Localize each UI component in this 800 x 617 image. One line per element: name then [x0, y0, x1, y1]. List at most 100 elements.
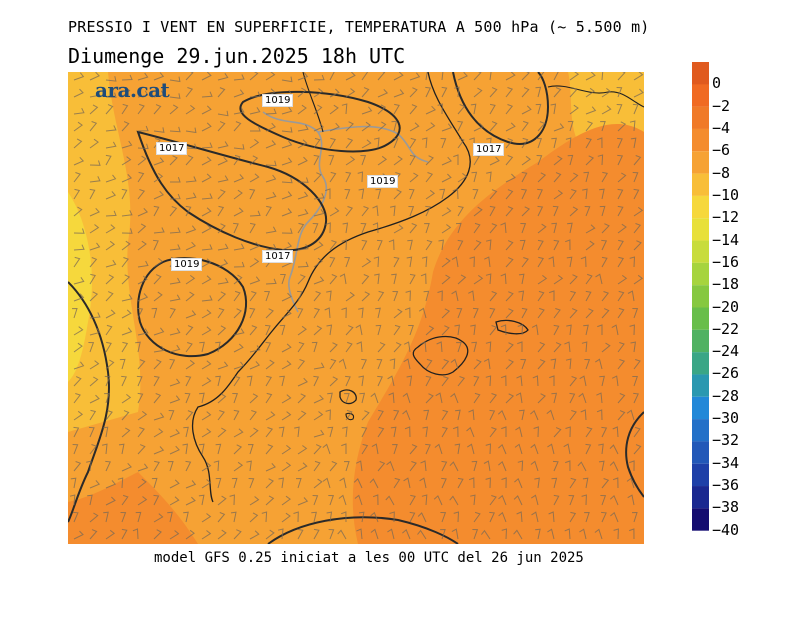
wind-barb — [137, 90, 149, 98]
colorbar-tick-label: −32 — [712, 431, 740, 450]
wind-barb — [531, 324, 539, 336]
wind-barb — [569, 410, 577, 421]
wind-barb — [117, 477, 124, 489]
wind-barb — [281, 360, 292, 370]
wind-barb — [377, 375, 383, 387]
wind-barb — [297, 359, 306, 370]
wind-barb — [470, 494, 476, 506]
wind-barb — [553, 308, 561, 319]
wind-barb — [489, 189, 498, 200]
wind-barb — [600, 120, 606, 132]
wind-barb — [89, 312, 101, 319]
wind-barb — [328, 529, 335, 540]
colorbar-tick-label: −28 — [712, 386, 740, 405]
wind-barb — [489, 291, 498, 302]
wind-barb — [281, 394, 292, 404]
wind-barb — [89, 409, 97, 421]
wind-barb — [105, 359, 115, 370]
wind-barb — [567, 154, 574, 166]
wind-barb — [337, 529, 347, 540]
wind-barb — [201, 326, 212, 336]
wind-barb — [377, 72, 386, 81]
wind-barb — [521, 307, 528, 319]
wind-barb — [393, 89, 405, 98]
wind-barb — [354, 494, 363, 506]
wind-barb — [201, 173, 212, 183]
wind-barb — [585, 290, 592, 302]
wind-barb — [585, 121, 594, 132]
wind-barb — [329, 88, 340, 98]
wind-barb — [456, 308, 463, 319]
wind-barb — [617, 188, 624, 200]
wind-barb — [105, 240, 116, 251]
wind-barb — [169, 328, 181, 336]
wind-barb — [505, 240, 514, 251]
wind-barb — [281, 228, 293, 234]
wind-barb — [278, 477, 284, 489]
wind-barb — [246, 460, 252, 472]
wind-barb — [121, 74, 133, 81]
wind-barb — [402, 409, 411, 421]
wind-barb — [201, 428, 212, 438]
coastline-main — [191, 72, 471, 503]
wind-barb — [455, 222, 462, 234]
wind-barb — [469, 256, 475, 268]
wind-barb — [519, 239, 526, 251]
wind-barb — [153, 393, 162, 404]
wind-barb — [73, 326, 84, 336]
wind-barb — [393, 477, 401, 489]
wind-barb — [473, 222, 481, 234]
wind-barb — [248, 478, 255, 489]
wind-barb — [409, 137, 417, 149]
wind-barb — [89, 90, 101, 98]
wind-barb — [393, 72, 404, 81]
wind-barb — [375, 324, 382, 336]
border-line — [262, 111, 328, 313]
wind-barb — [297, 124, 309, 132]
wind-barb — [457, 274, 467, 285]
wind-barb — [151, 307, 158, 319]
wind-barb — [313, 460, 321, 472]
isobar-label: 1017 — [262, 250, 294, 263]
wind-barb — [153, 239, 159, 251]
wind-barb — [217, 277, 229, 285]
wind-barb — [537, 307, 545, 319]
wind-barb — [551, 392, 558, 404]
wind-barb — [497, 409, 507, 421]
wind-barb — [313, 172, 322, 183]
wind-barb — [505, 359, 514, 370]
wind-barb — [265, 72, 276, 81]
wind-barb — [293, 511, 299, 523]
wind-barb — [585, 443, 592, 455]
wind-barb — [551, 477, 558, 489]
wind-barb — [73, 293, 85, 302]
wind-barb — [265, 191, 277, 200]
wind-barb — [89, 291, 99, 302]
wind-barb — [584, 511, 590, 523]
wind-barb — [361, 206, 370, 217]
wind-barb — [89, 444, 98, 455]
wind-barb — [633, 240, 642, 251]
wind-barb — [425, 443, 431, 455]
wind-barb — [121, 140, 133, 149]
wind-barb — [249, 291, 257, 302]
wind-barb — [233, 107, 245, 115]
wind-barb — [249, 173, 260, 183]
wind-barb — [422, 426, 428, 438]
wind-barb — [440, 528, 446, 540]
wind-barb — [153, 359, 162, 370]
wind-barb — [599, 188, 605, 200]
wind-barb — [521, 87, 530, 98]
wind-barb — [515, 426, 523, 438]
wind-barb — [265, 411, 276, 421]
wind-barb — [629, 528, 635, 540]
wind-barb — [534, 477, 540, 489]
wind-barb — [169, 104, 179, 115]
wind-barb — [613, 528, 619, 540]
wind-barb — [69, 494, 76, 506]
wind-barb — [185, 325, 194, 336]
wind-barb — [441, 257, 451, 268]
wind-barb — [233, 529, 242, 540]
wind-barb — [73, 121, 83, 132]
wind-barb — [361, 258, 372, 268]
